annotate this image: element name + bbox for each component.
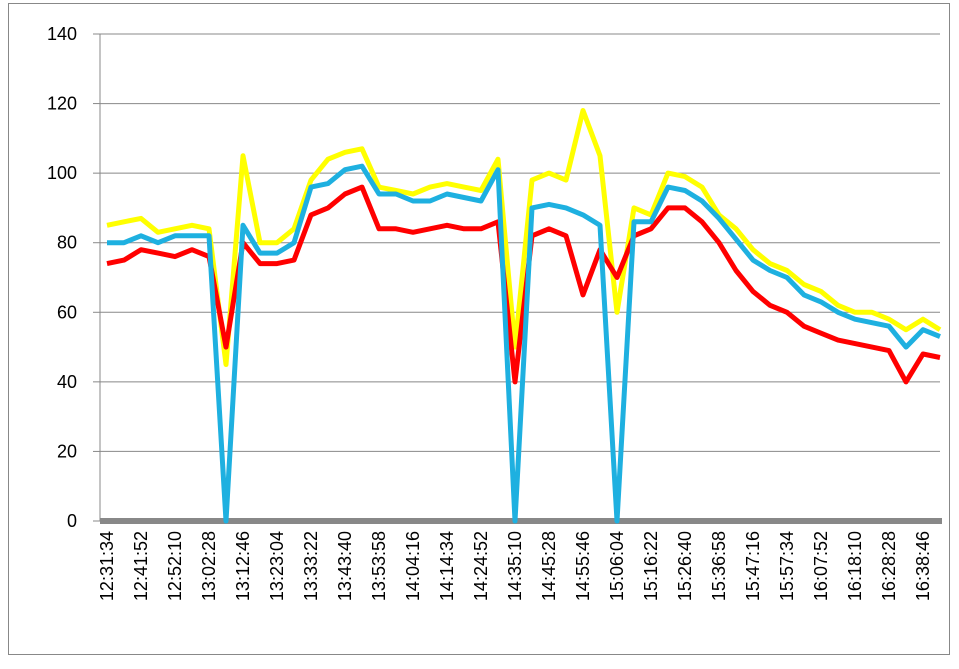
x-tick-label: 14:55:46 <box>573 531 593 601</box>
x-tick-label: 15:36:58 <box>709 531 729 601</box>
x-tick-label: 14:24:52 <box>471 531 491 601</box>
x-tick-label: 14:45:28 <box>539 531 559 601</box>
y-tick-label: 60 <box>57 302 77 322</box>
x-tick-label: 12:31:34 <box>97 531 117 601</box>
x-tick-label: 13:02:28 <box>199 531 219 601</box>
y-tick-label: 80 <box>57 233 77 253</box>
x-tick-label: 14:14:34 <box>437 531 457 601</box>
y-tick-label: 140 <box>47 24 77 44</box>
series-line <box>106 108 942 367</box>
y-tick-label: 0 <box>67 511 77 531</box>
y-tick-label: 120 <box>47 94 77 114</box>
x-tick-label: 13:23:04 <box>267 531 287 601</box>
chart-border <box>8 3 950 655</box>
x-tick-label: 13:53:58 <box>369 531 389 601</box>
x-tick-label: 12:41:52 <box>131 531 151 601</box>
y-tick-label: 20 <box>57 441 77 461</box>
x-tick-label: 14:35:10 <box>505 531 525 601</box>
x-tick-label: 15:57:34 <box>777 531 797 601</box>
x-tick-label: 16:18:10 <box>845 531 865 601</box>
x-tick-label: 16:07:52 <box>811 531 831 601</box>
x-tick-label: 14:04:16 <box>403 531 423 601</box>
series-line <box>106 184 941 385</box>
x-tick-label: 12:52:10 <box>165 531 185 601</box>
y-tick-label: 40 <box>57 372 77 392</box>
x-tick-label: 13:43:40 <box>335 531 355 601</box>
series-line <box>107 163 941 524</box>
x-tick-label: 16:28:28 <box>879 531 899 601</box>
x-tick-label: 16:38:46 <box>913 531 933 601</box>
x-tick-label: 15:47:16 <box>743 531 763 601</box>
x-tick-label: 13:12:46 <box>233 531 253 601</box>
x-tick-label: 15:16:22 <box>641 531 661 601</box>
x-tick-label: 15:26:40 <box>675 531 695 601</box>
x-tick-label: 15:06:04 <box>607 531 627 601</box>
y-tick-label: 100 <box>47 163 77 183</box>
x-tick-label: 13:33:22 <box>301 531 321 601</box>
